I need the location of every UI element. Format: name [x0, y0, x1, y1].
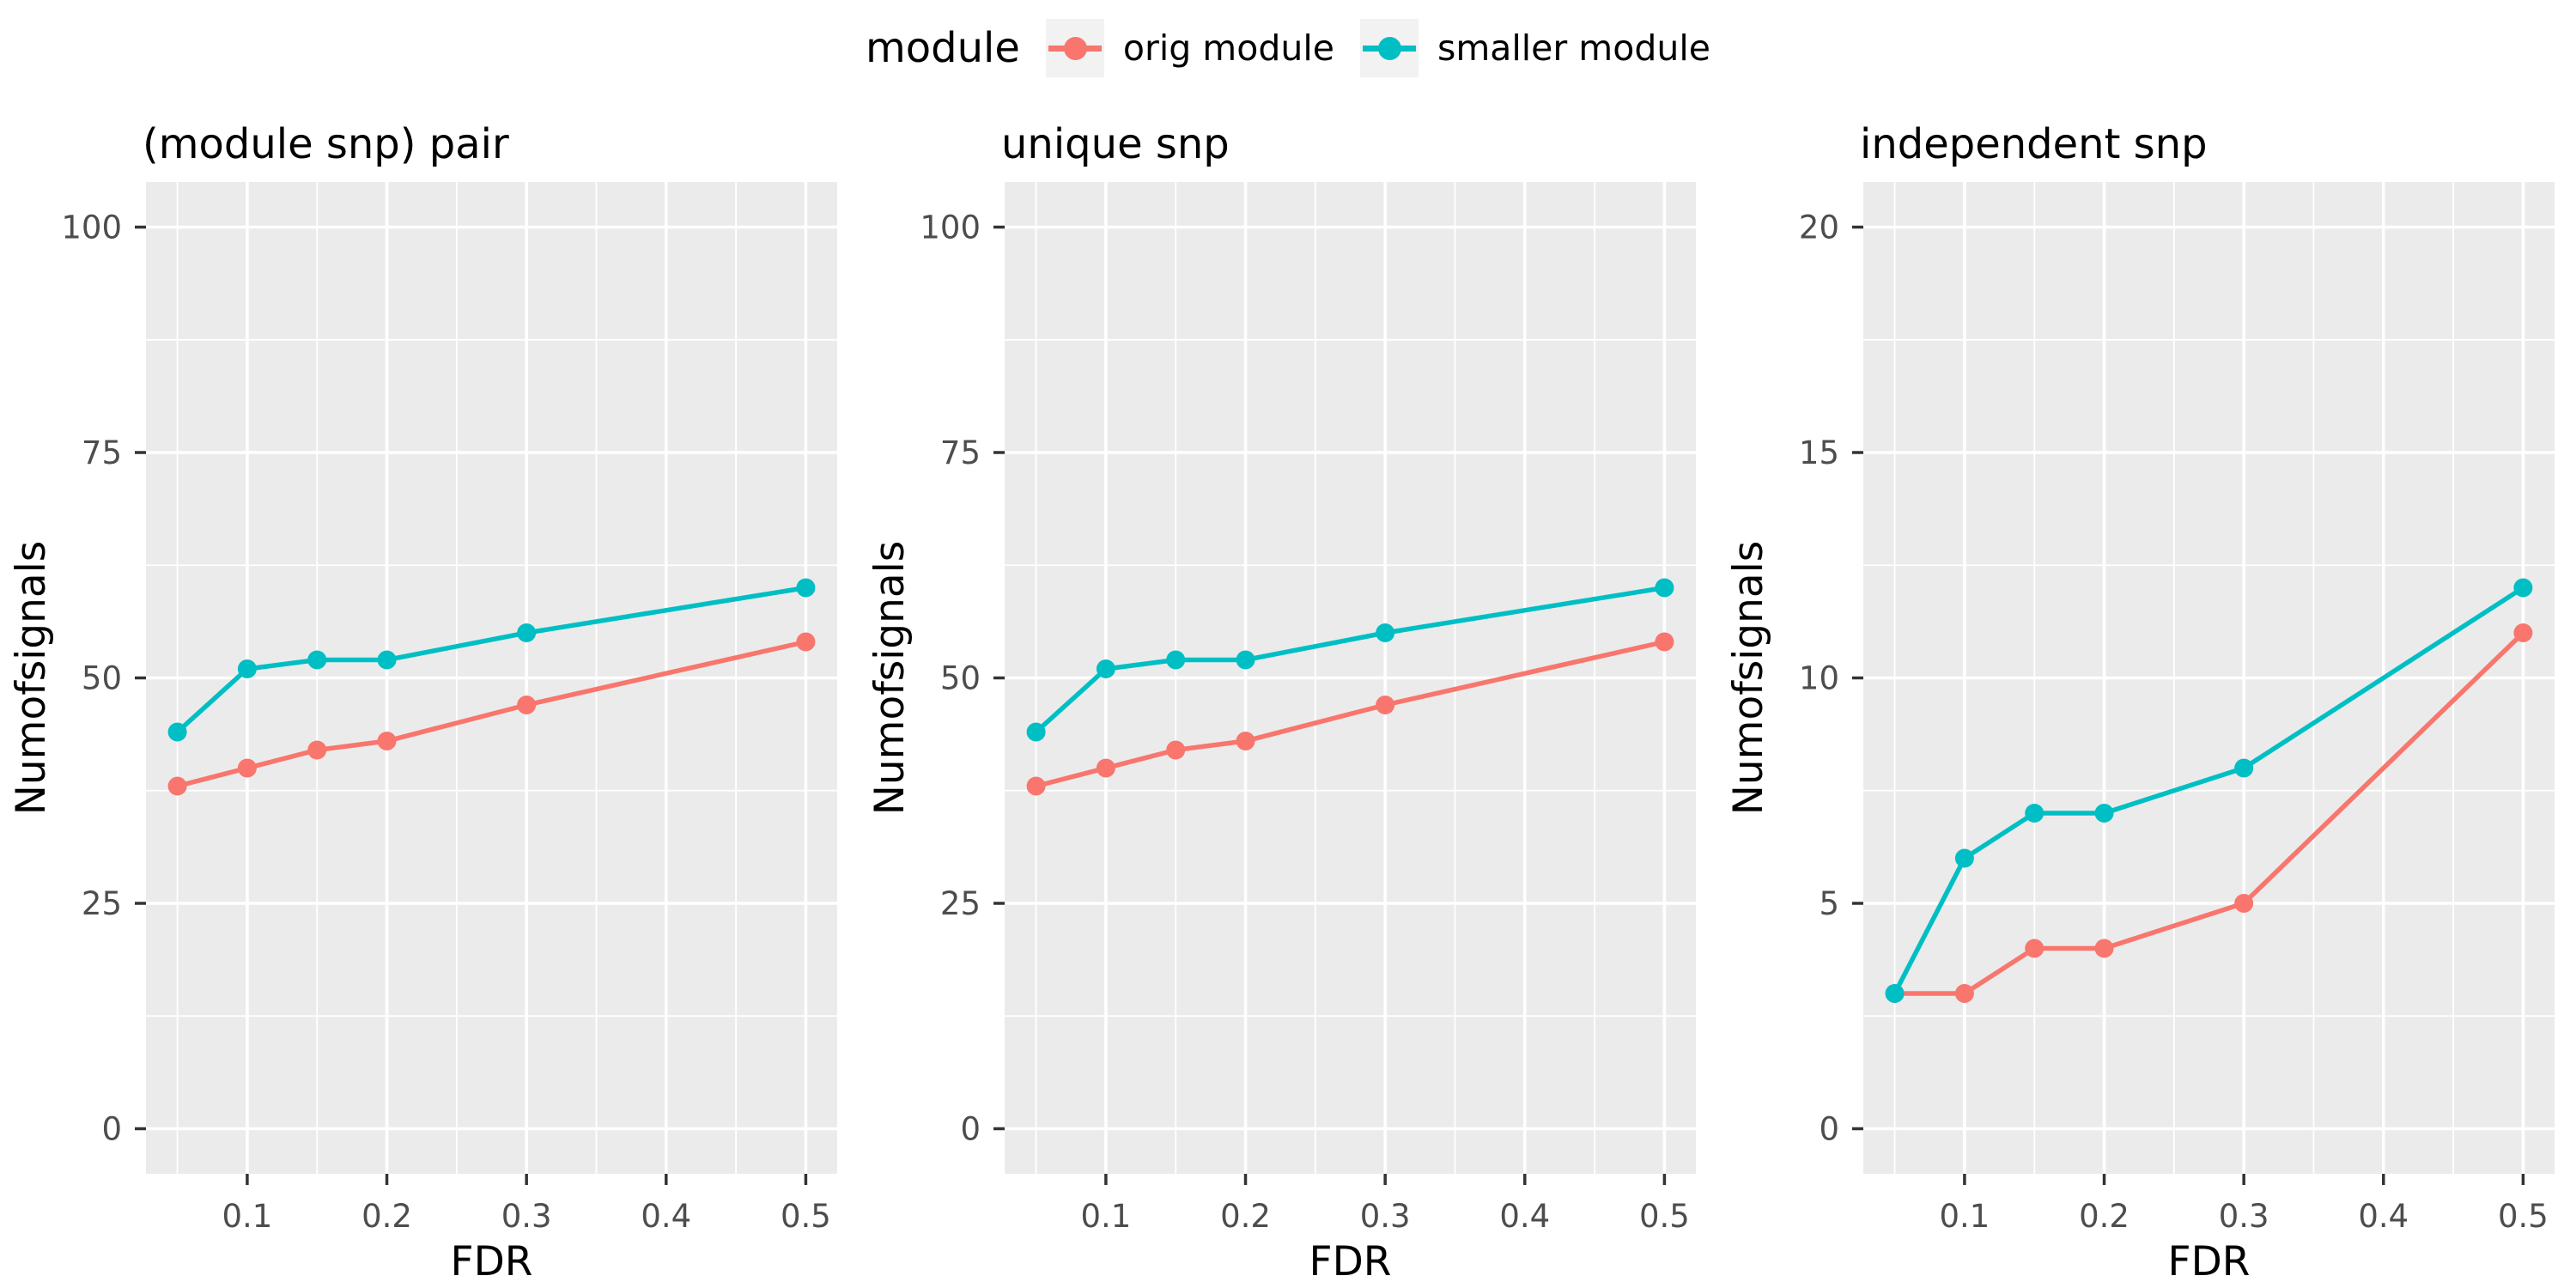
- svg-text:15: 15: [1799, 434, 1839, 471]
- svg-text:Numofsignals: Numofsignals: [8, 541, 55, 816]
- svg-text:FDR: FDR: [1309, 1238, 1392, 1285]
- point-swatch-icon: [1063, 37, 1087, 60]
- svg-text:10: 10: [1799, 659, 1839, 696]
- svg-text:5: 5: [1819, 885, 1839, 922]
- svg-text:0.4: 0.4: [2358, 1198, 2409, 1235]
- legend: module orig module smaller module: [0, 0, 2576, 96]
- svg-text:0.2: 0.2: [361, 1198, 412, 1235]
- chart-svg-independent-snp: 0.1 0.2 0.3 0.4 0.5 0 5 10 15 20 independent snp FD…: [1725, 120, 2555, 1285]
- svg-text:0.4: 0.4: [1499, 1198, 1550, 1235]
- svg-text:50: 50: [940, 659, 981, 696]
- svg-text:unique snp: unique snp: [1001, 120, 1230, 168]
- svg-text:(module snp) pair: (module snp) pair: [143, 120, 509, 168]
- legend-title: module: [866, 24, 1020, 72]
- point-swatch-icon: [1377, 37, 1401, 60]
- legend-label-smaller-module: smaller module: [1437, 27, 1710, 69]
- svg-text:0.2: 0.2: [2079, 1198, 2129, 1235]
- svg-text:25: 25: [82, 885, 122, 922]
- svg-text:25: 25: [940, 885, 981, 922]
- svg-text:100: 100: [61, 209, 122, 246]
- svg-text:FDR: FDR: [451, 1238, 533, 1285]
- charts-row: 0.1 0.2 0.3 0.4 0.5 0 25 50 75 100 (module snp) pa…: [0, 96, 2576, 1288]
- svg-text:0: 0: [960, 1110, 981, 1147]
- svg-text:0.1: 0.1: [1080, 1198, 1131, 1235]
- legend-label-orig-module: orig module: [1122, 27, 1334, 69]
- svg-text:Numofsignals: Numofsignals: [866, 541, 914, 816]
- svg-text:50: 50: [82, 659, 122, 696]
- legend-key-orig-module: [1045, 19, 1104, 77]
- svg-text:independent snp: independent snp: [1860, 120, 2208, 168]
- legend-key-smaller-module: [1359, 19, 1419, 77]
- svg-text:0.1: 0.1: [1939, 1198, 1990, 1235]
- svg-text:Numofsignals: Numofsignals: [1725, 541, 1772, 816]
- panel-module-snp-pair: 0.1 0.2 0.3 0.4 0.5 0 25 50 75 100 (module snp) pa…: [0, 96, 859, 1288]
- panel-independent-snp: 0.1 0.2 0.3 0.4 0.5 0 5 10 15 20 independent snp FD…: [1717, 96, 2576, 1288]
- panel-unique-snp: 0.1 0.2 0.3 0.4 0.5 0 25 50 75 100 unique snp FDR Nu…: [859, 96, 1717, 1288]
- svg-text:100: 100: [920, 209, 981, 246]
- svg-text:75: 75: [82, 434, 122, 471]
- svg-text:0: 0: [101, 1110, 122, 1147]
- svg-text:0.5: 0.5: [781, 1198, 831, 1235]
- svg-text:0.3: 0.3: [2219, 1198, 2269, 1235]
- svg-text:0: 0: [1819, 1110, 1839, 1147]
- chart-svg-unique-snp: 0.1 0.2 0.3 0.4 0.5 0 25 50 75 100 unique snp FDR Nu…: [866, 120, 1696, 1285]
- svg-text:0.3: 0.3: [1360, 1198, 1411, 1235]
- chart-svg-module-snp-pair: 0.1 0.2 0.3 0.4 0.5 0 25 50 75 100 (module snp) pa…: [8, 120, 837, 1285]
- svg-text:0.5: 0.5: [1639, 1198, 1690, 1235]
- svg-text:0.2: 0.2: [1220, 1198, 1271, 1235]
- svg-text:0.4: 0.4: [641, 1198, 691, 1235]
- svg-text:0.1: 0.1: [222, 1198, 272, 1235]
- svg-text:75: 75: [940, 434, 981, 471]
- svg-text:FDR: FDR: [2168, 1238, 2251, 1285]
- svg-text:0.5: 0.5: [2498, 1198, 2549, 1235]
- legend-item-smaller-module: smaller module: [1359, 19, 1710, 77]
- legend-item-orig-module: orig module: [1045, 19, 1334, 77]
- svg-text:0.3: 0.3: [501, 1198, 552, 1235]
- svg-text:20: 20: [1799, 209, 1839, 246]
